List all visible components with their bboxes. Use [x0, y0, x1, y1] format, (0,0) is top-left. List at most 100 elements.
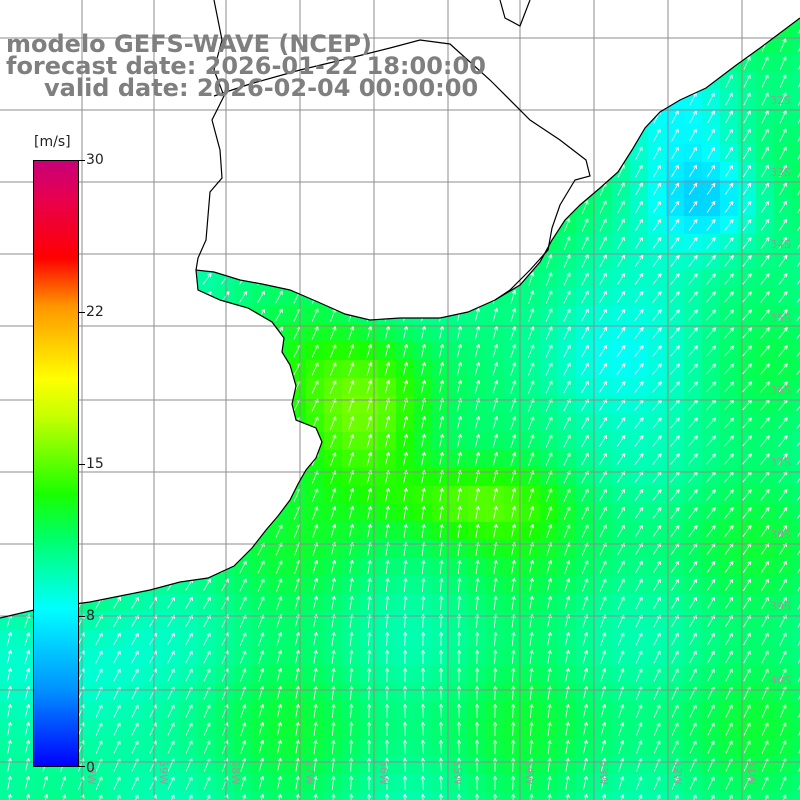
wind-arrow: [706, 255, 716, 267]
wind-arrow: [724, 255, 734, 267]
wind-speed-cell: [450, 666, 469, 685]
wind-speed-cell: [306, 684, 325, 703]
wind-arrow: [456, 343, 463, 358]
wind-speed-cell: [360, 324, 379, 343]
wind-arrow: [130, 596, 140, 610]
wind-speed-cell: [594, 720, 613, 739]
wind-arrow: [634, 309, 644, 321]
wind-arrow: [24, 739, 31, 754]
wind-arrow: [366, 326, 373, 340]
wind-speed-cell: [648, 252, 667, 271]
wind-arrow: [706, 489, 716, 501]
wind-arrow: [761, 74, 769, 88]
wind-speed-cell: [720, 522, 739, 541]
wind-speed-cell: [702, 108, 721, 127]
wind-speed-cell: [792, 558, 800, 577]
wind-arrow: [385, 487, 390, 502]
wind-speed-cell: [558, 450, 577, 469]
wind-arrow: [113, 776, 121, 790]
wind-arrow: [475, 523, 480, 538]
wind-speed-cell: [612, 270, 631, 289]
wind-arrow: [366, 739, 372, 755]
wind-speed-cell: [432, 702, 451, 721]
wind-speed-cell: [720, 378, 739, 397]
wind-speed-cell: [108, 756, 127, 775]
wind-speed-cell: [612, 360, 631, 379]
wind-arrow: [706, 237, 716, 249]
wind-arrow: [760, 200, 770, 214]
wind-speed-cell: [702, 450, 721, 469]
wind-speed-cell: [684, 396, 703, 415]
wind-speed-cell: [432, 684, 451, 703]
wind-arrow: [599, 236, 607, 250]
wind-speed-cell: [0, 684, 19, 703]
wind-arrow: [421, 487, 426, 502]
wind-arrow: [403, 577, 408, 593]
wind-arrow: [474, 685, 480, 701]
wind-arrow: [492, 721, 498, 737]
wind-arrow: [528, 434, 535, 448]
wind-arrow: [510, 290, 517, 304]
wind-arrow: [6, 667, 12, 682]
wind-arrow: [653, 182, 661, 196]
wind-arrow: [743, 146, 751, 160]
wind-speed-cell: [594, 558, 613, 577]
wind-speed-cell: [450, 504, 469, 523]
wind-speed-cell: [0, 630, 19, 649]
wind-arrow: [547, 721, 552, 736]
wind-arrow: [635, 668, 643, 682]
wind-arrow: [742, 453, 752, 465]
wind-arrow: [798, 694, 800, 700]
wind-speed-cell: [558, 468, 577, 487]
wind-arrow: [616, 290, 626, 304]
wind-arrow: [582, 703, 588, 718]
wind-arrow: [367, 595, 372, 610]
wind-speed-cell: [486, 342, 505, 361]
wind-arrow: [511, 793, 516, 800]
wind-arrow: [706, 164, 716, 178]
wind-speed-cell: [522, 414, 541, 433]
wind-arrow: [617, 596, 625, 610]
wind-arrow: [707, 92, 715, 106]
wind-speed-cell: [468, 414, 487, 433]
wind-arrow: [113, 668, 121, 682]
wind-speed-cell: [648, 414, 667, 433]
wind-speed-cell: [702, 180, 721, 199]
wind-speed-cell: [756, 234, 775, 253]
wind-arrow: [529, 721, 534, 737]
wind-arrow: [438, 325, 444, 340]
wind-speed-cell: [414, 666, 433, 685]
wind-speed-cell: [342, 666, 361, 685]
wind-arrow: [779, 110, 787, 124]
wind-arrow: [348, 488, 355, 502]
wind-speed-cell: [504, 720, 523, 739]
wind-speed-cell: [288, 558, 307, 577]
wind-speed-cell: [648, 522, 667, 541]
wind-speed-cell: [432, 450, 451, 469]
wind-speed-cell: [396, 558, 415, 577]
wind-speed-cell: [792, 684, 800, 703]
wind-speed-cell: [576, 666, 595, 685]
wind-speed-cell: [720, 432, 739, 451]
wind-speed-cell: [720, 216, 739, 235]
wind-arrow: [797, 604, 800, 610]
wind-speed-cell: [666, 414, 685, 433]
wind-arrow: [546, 577, 553, 592]
wind-arrow: [420, 343, 426, 358]
wind-arrow: [670, 453, 680, 465]
wind-speed-cell: [378, 756, 397, 775]
chart-title: modelo GEFS-WAVE (NCEP): [6, 30, 372, 58]
wind-arrow: [688, 237, 698, 249]
wind-arrow: [778, 254, 788, 267]
wind-arrow: [598, 452, 608, 466]
wind-arrow: [420, 631, 426, 647]
wind-arrow: [674, 794, 679, 800]
wind-speed-cell: [720, 414, 739, 433]
wind-arrow: [598, 344, 608, 358]
wind-arrow: [725, 650, 733, 664]
wind-speed-cell: [612, 630, 631, 649]
wind-speed-cell: [594, 396, 613, 415]
wind-speed-cell: [162, 666, 181, 685]
wind-arrow: [295, 739, 300, 754]
wind-speed-cell: [468, 756, 487, 775]
